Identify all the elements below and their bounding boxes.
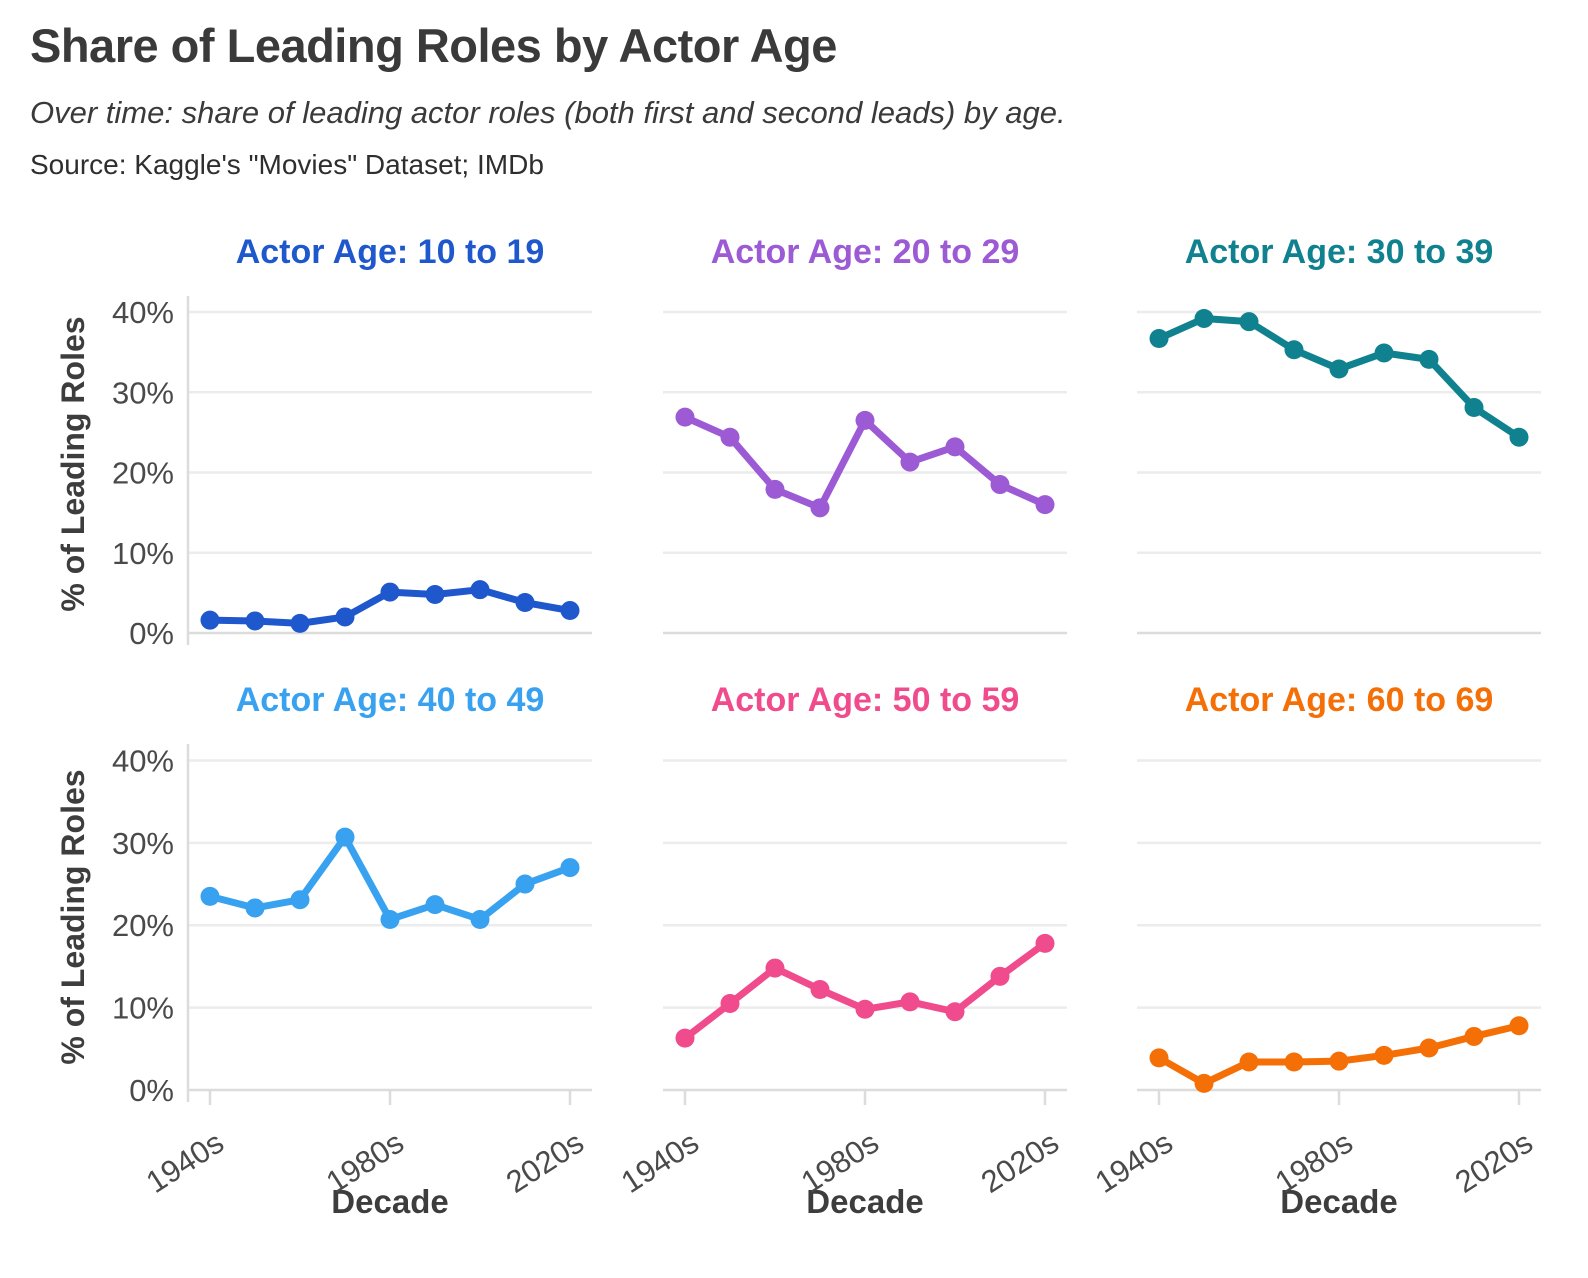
- y-tick-label: 10%: [112, 991, 174, 1026]
- data-point: [1149, 1048, 1169, 1068]
- data-point: [1239, 312, 1259, 332]
- y-tick-label: 20%: [112, 908, 174, 943]
- data-point: [1149, 329, 1169, 349]
- data-point: [1194, 1073, 1214, 1093]
- data-point: [1329, 1051, 1349, 1071]
- x-tick-label: 1940s: [140, 1125, 230, 1200]
- data-point: [810, 979, 830, 999]
- data-point: [1509, 427, 1529, 447]
- data-point: [290, 890, 310, 910]
- x-tick-label: 1940s: [615, 1125, 705, 1200]
- data-point: [425, 895, 445, 915]
- data-point: [1419, 349, 1439, 369]
- line-chart-age-60-69: 1940s 1980s 2020s: [1089, 759, 1541, 1200]
- series-line: [681, 413, 1049, 512]
- data-point: [245, 898, 265, 918]
- facet-title-20-29: Actor Age: 20 to 29: [710, 233, 1020, 271]
- data-point: [515, 874, 535, 894]
- line-chart-age-50-59: 1940s 1980s 2020s: [615, 759, 1067, 1200]
- data-point: [945, 437, 965, 457]
- line-chart-age-10-19: 0% 10% 20% 30% 40%: [112, 295, 592, 651]
- x-axis-title-col3: Decade: [1280, 1183, 1398, 1220]
- line-chart-age-20-29: [663, 310, 1067, 635]
- data-point: [1464, 1026, 1484, 1046]
- data-point: [675, 1028, 695, 1048]
- x-tick-label: 2020s: [500, 1125, 590, 1200]
- data-point: [1194, 308, 1214, 328]
- data-point: [1419, 1038, 1439, 1058]
- y-tick-label: 10%: [112, 536, 174, 571]
- x-axis-title-col2: Decade: [806, 1183, 924, 1220]
- y-tick-label: 0%: [129, 616, 174, 651]
- data-point: [335, 607, 355, 627]
- facet-title-50-59: Actor Age: 50 to 59: [710, 681, 1020, 719]
- data-point: [855, 410, 875, 430]
- data-point: [1374, 1045, 1394, 1065]
- y-tick-label: 40%: [112, 743, 174, 778]
- data-point: [900, 452, 920, 472]
- page-title: Share of Leading Roles by Actor Age: [30, 19, 837, 72]
- line-chart-age-30-39: [1137, 308, 1541, 635]
- data-point: [515, 593, 535, 613]
- x-tick-label: 2020s: [1449, 1125, 1539, 1200]
- data-point: [290, 613, 310, 633]
- facet-title-60-69: Actor Age: 60 to 69: [1184, 681, 1494, 719]
- data-point: [335, 827, 355, 847]
- data-point: [810, 498, 830, 518]
- data-point: [245, 611, 265, 631]
- data-point: [720, 427, 740, 447]
- figure-subtitle: Over time: share of leading actor roles …: [30, 95, 1066, 130]
- series-line: [681, 939, 1049, 1042]
- data-point: [765, 958, 785, 978]
- data-point: [945, 1002, 965, 1022]
- data-point: [1374, 343, 1394, 363]
- facet-title-40-49: Actor Age: 40 to 49: [235, 681, 545, 719]
- data-point: [1035, 495, 1055, 515]
- data-point: [560, 601, 580, 621]
- data-point: [200, 610, 220, 630]
- data-point: [1035, 933, 1055, 953]
- data-point: [765, 479, 785, 499]
- x-tick-label: 2020s: [975, 1125, 1065, 1200]
- data-point: [425, 584, 445, 604]
- data-point: [720, 994, 740, 1013]
- x-tick-label: 1940s: [1089, 1125, 1179, 1200]
- data-point: [1509, 1016, 1529, 1036]
- data-point: [470, 909, 490, 929]
- facet-title-30-39: Actor Age: 30 to 39: [1184, 233, 1494, 271]
- line-chart-age-40-49: 0%10%20%30%40%1940s 1980s 2020s: [112, 743, 592, 1200]
- y-tick-label: 40%: [112, 295, 174, 330]
- data-point: [990, 475, 1010, 495]
- y-tick-label: 30%: [112, 826, 174, 861]
- data-point: [200, 886, 220, 906]
- data-point: [380, 909, 400, 929]
- data-point: [1284, 340, 1304, 360]
- data-point: [900, 992, 920, 1012]
- y-tick-label: 30%: [112, 375, 174, 410]
- data-point: [1239, 1052, 1259, 1072]
- y-tick-label: 20%: [112, 456, 174, 491]
- y-tick-label: 0%: [129, 1073, 174, 1108]
- data-point: [855, 999, 875, 1019]
- figure-header: Share of Leading Roles by Actor Age Over…: [30, 18, 1550, 181]
- data-point: [1464, 398, 1484, 418]
- data-point: [675, 407, 695, 427]
- facet-title-10-19: Actor Age: 10 to 19: [235, 233, 545, 271]
- data-point: [380, 582, 400, 602]
- figure-source: Source: Kaggle's "Movies" Dataset; IMDb: [30, 149, 544, 180]
- data-point: [470, 580, 490, 600]
- data-point: [990, 966, 1010, 986]
- x-axis-title-col1: Decade: [331, 1183, 449, 1220]
- data-point: [1284, 1052, 1304, 1072]
- data-point: [1329, 359, 1349, 379]
- data-point: [560, 858, 580, 878]
